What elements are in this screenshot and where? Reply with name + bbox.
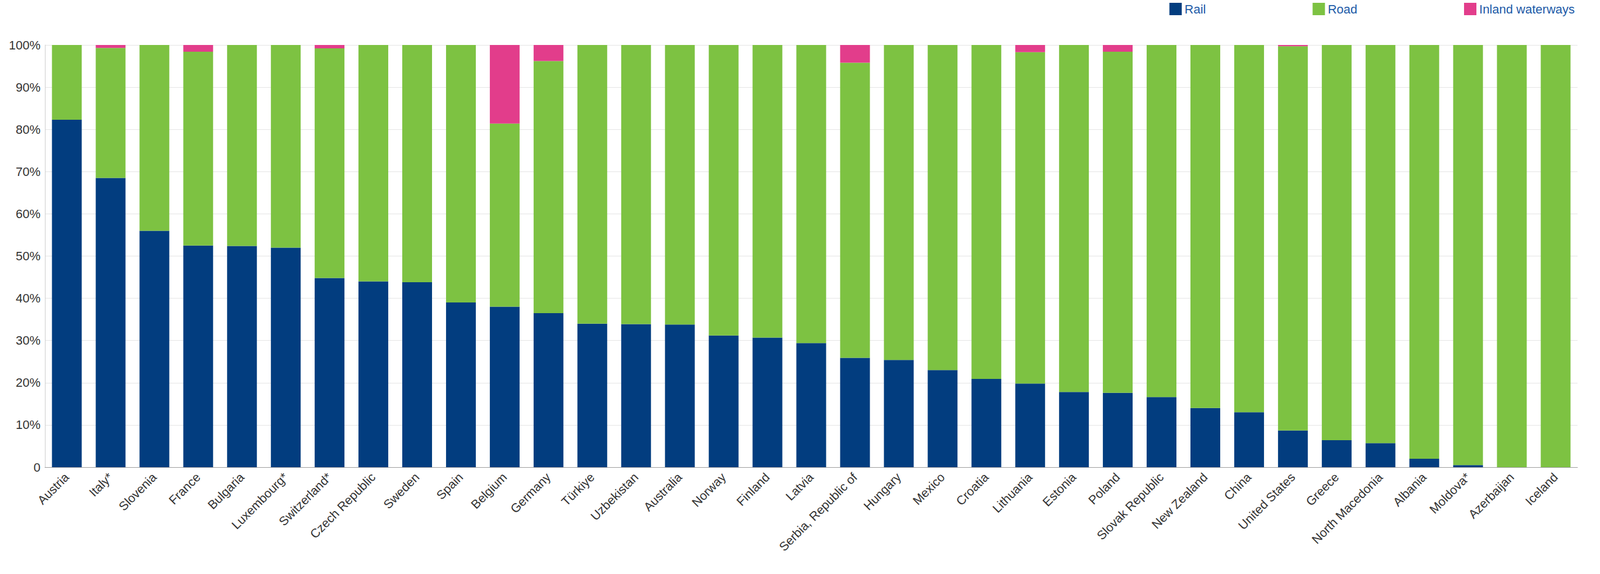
svg-text:Spain: Spain xyxy=(433,469,466,502)
svg-text:Poland: Poland xyxy=(1085,469,1123,507)
svg-text:40%: 40% xyxy=(15,291,41,306)
svg-text:90%: 90% xyxy=(15,80,41,95)
svg-text:Czech Republic: Czech Republic xyxy=(307,469,379,542)
svg-text:France: France xyxy=(166,469,204,507)
svg-text:70%: 70% xyxy=(15,164,41,179)
svg-text:Moldova*: Moldova* xyxy=(1426,469,1474,517)
svg-text:Uzbekistan: Uzbekistan xyxy=(587,469,642,524)
svg-text:New Zealand: New Zealand xyxy=(1148,469,1211,531)
svg-text:0: 0 xyxy=(33,460,41,475)
svg-text:Bulgaria: Bulgaria xyxy=(205,469,248,512)
svg-text:Slovak Republic: Slovak Republic xyxy=(1093,469,1167,543)
svg-text:Road: Road xyxy=(1327,2,1358,17)
svg-text:North Macedonia: North Macedonia xyxy=(1308,469,1386,547)
svg-text:Austria: Austria xyxy=(34,469,73,508)
svg-text:Australia: Australia xyxy=(641,469,686,515)
svg-text:Iceland: Iceland xyxy=(1522,469,1561,508)
svg-text:Croatia: Croatia xyxy=(953,469,992,508)
svg-text:10%: 10% xyxy=(15,417,41,432)
svg-text:Switzerland*: Switzerland* xyxy=(276,469,335,529)
svg-text:United States: United States xyxy=(1235,469,1298,533)
svg-text:30%: 30% xyxy=(15,333,41,348)
svg-text:Lithuania: Lithuania xyxy=(989,469,1036,516)
svg-text:Albania: Albania xyxy=(1389,469,1430,509)
svg-text:Finland: Finland xyxy=(733,469,773,509)
svg-text:Mexico: Mexico xyxy=(910,469,948,508)
svg-text:Slovenia: Slovenia xyxy=(115,469,160,514)
svg-text:Luxembourg*: Luxembourg* xyxy=(228,469,291,532)
svg-text:Hungary: Hungary xyxy=(860,469,904,513)
svg-text:Estonia: Estonia xyxy=(1039,469,1080,509)
svg-text:Germany: Germany xyxy=(507,469,554,516)
svg-text:100%: 100% xyxy=(8,38,41,53)
svg-text:Greece: Greece xyxy=(1302,469,1342,509)
svg-text:Latvia: Latvia xyxy=(783,469,817,504)
svg-text:20%: 20% xyxy=(15,375,41,390)
svg-text:Türkiye: Türkiye xyxy=(558,469,598,509)
svg-text:Azerbaijan: Azerbaijan xyxy=(1465,469,1517,521)
svg-text:Serbia, Republic of: Serbia, Republic of xyxy=(776,469,861,554)
svg-text:China: China xyxy=(1221,469,1255,503)
svg-text:Belgium: Belgium xyxy=(467,469,510,512)
svg-text:Italy*: Italy* xyxy=(86,469,117,500)
svg-text:Norway: Norway xyxy=(689,469,729,509)
svg-text:60%: 60% xyxy=(15,206,41,221)
svg-text:50%: 50% xyxy=(15,248,41,263)
svg-text:80%: 80% xyxy=(15,122,41,137)
svg-text:Rail: Rail xyxy=(1184,2,1207,17)
svg-text:Inland waterways: Inland waterways xyxy=(1479,2,1575,17)
svg-text:Sweden: Sweden xyxy=(380,469,422,512)
